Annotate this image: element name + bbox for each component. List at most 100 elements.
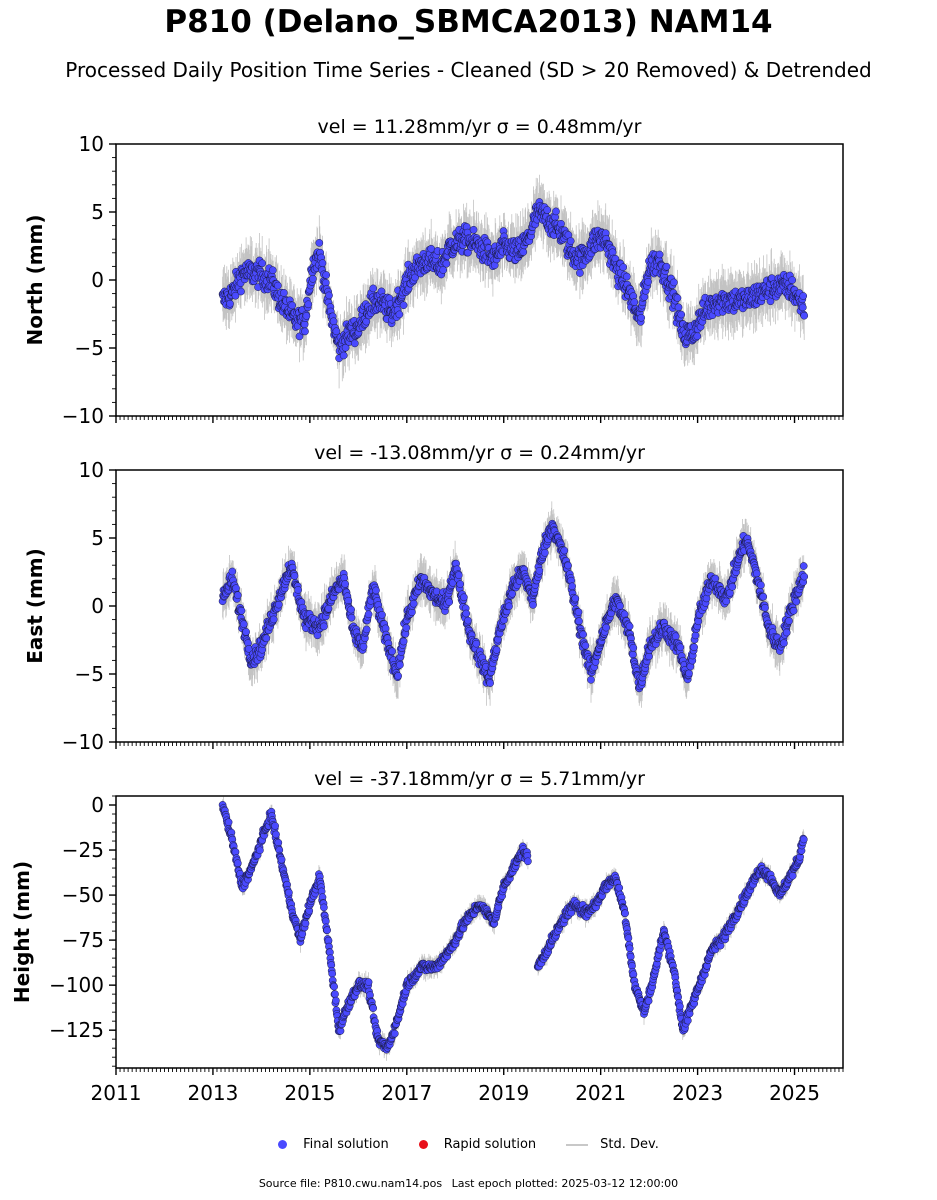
data-series bbox=[218, 501, 809, 708]
data-point bbox=[369, 1004, 378, 1012]
data-point bbox=[529, 601, 537, 609]
data-point bbox=[233, 591, 242, 600]
data-point bbox=[439, 266, 448, 274]
y-tick-label: 5 bbox=[91, 526, 104, 550]
data-point bbox=[662, 262, 671, 271]
data-point bbox=[799, 835, 808, 844]
panel-title: vel = 11.28mm/yr σ = 0.48mm/yr bbox=[318, 116, 642, 138]
data-point bbox=[757, 581, 765, 589]
data-point bbox=[301, 327, 309, 336]
data-point bbox=[347, 605, 355, 614]
data-point bbox=[800, 311, 809, 320]
data-point bbox=[557, 219, 565, 228]
data-point bbox=[543, 206, 552, 214]
y-tick-label: −25 bbox=[62, 838, 104, 862]
data-point bbox=[268, 266, 277, 275]
data-point bbox=[331, 990, 339, 998]
data-point bbox=[472, 639, 481, 648]
data-point bbox=[256, 846, 264, 855]
data-point bbox=[676, 1002, 684, 1011]
data-point bbox=[226, 299, 234, 308]
data-point bbox=[301, 919, 310, 928]
data-point bbox=[621, 909, 629, 918]
data-point bbox=[630, 298, 639, 306]
data-point bbox=[274, 281, 282, 290]
legend-label-std: Std. Dev. bbox=[600, 1137, 659, 1152]
legend-label-final: Final solution bbox=[303, 1137, 389, 1152]
data-point bbox=[304, 300, 313, 309]
data-point bbox=[339, 351, 348, 360]
data-point bbox=[320, 622, 328, 631]
y-tick-label: 10 bbox=[79, 132, 104, 156]
data-point bbox=[602, 623, 611, 632]
y-tick-label: −125 bbox=[49, 1018, 104, 1042]
data-point bbox=[280, 289, 288, 297]
data-point bbox=[320, 903, 328, 912]
y-tick-label: −100 bbox=[49, 973, 104, 997]
data-point bbox=[761, 603, 769, 612]
data-point bbox=[505, 602, 513, 611]
data-point bbox=[788, 871, 797, 880]
data-point bbox=[395, 310, 404, 319]
data-point bbox=[271, 822, 279, 830]
data-point bbox=[568, 582, 576, 591]
data-point bbox=[644, 997, 653, 1005]
data-point bbox=[394, 672, 402, 680]
data-point bbox=[571, 594, 580, 603]
std-dev-bars bbox=[222, 796, 805, 1061]
y-tick-label: −5 bbox=[75, 336, 104, 360]
x-tick-label: 2019 bbox=[478, 1081, 529, 1105]
page-subtitle: Processed Daily Position Time Series - C… bbox=[65, 58, 872, 82]
y-tick-label: 0 bbox=[91, 268, 104, 292]
data-point bbox=[262, 634, 271, 643]
data-point bbox=[231, 848, 240, 856]
y-tick-label: 5 bbox=[91, 200, 104, 224]
data-point bbox=[711, 574, 720, 583]
data-point bbox=[233, 859, 242, 868]
data-point bbox=[274, 838, 283, 847]
data-point bbox=[294, 586, 302, 594]
x-tick-label: 2025 bbox=[769, 1081, 820, 1105]
y-tick-label: −10 bbox=[62, 730, 104, 754]
data-point bbox=[524, 857, 532, 866]
data-point bbox=[341, 580, 349, 588]
data-point bbox=[535, 566, 544, 575]
data-point bbox=[615, 883, 624, 892]
y-tick-label: −5 bbox=[75, 662, 104, 686]
data-point bbox=[344, 596, 353, 605]
data-point bbox=[302, 312, 311, 320]
data-point bbox=[399, 301, 408, 310]
data-point bbox=[792, 597, 801, 606]
data-point bbox=[625, 622, 634, 631]
data-point bbox=[432, 587, 441, 596]
data-series bbox=[218, 174, 809, 389]
data-point bbox=[290, 572, 299, 580]
y-tick-label: −10 bbox=[62, 404, 104, 428]
data-point bbox=[492, 646, 501, 654]
data-point bbox=[359, 642, 368, 651]
y-axis-label: North (mm) bbox=[23, 214, 47, 345]
data-point bbox=[269, 615, 278, 624]
data-point bbox=[328, 969, 337, 978]
data-point bbox=[350, 339, 359, 348]
time-series-plots: vel = 11.28mm/yr σ = 0.48mm/yr North (mm)… bbox=[10, 116, 844, 1105]
data-point bbox=[693, 332, 702, 341]
data-point bbox=[587, 675, 595, 684]
data-point bbox=[671, 632, 680, 641]
data-point bbox=[462, 609, 471, 618]
data-point bbox=[347, 613, 356, 622]
data-point bbox=[442, 259, 451, 268]
data-point bbox=[576, 269, 584, 277]
data-point bbox=[574, 608, 583, 616]
x-tick-label: 2021 bbox=[575, 1081, 626, 1105]
data-point bbox=[231, 291, 240, 300]
source-footer: Source file: P810.cwu.nam14.pos Last epo… bbox=[0, 1177, 937, 1190]
data-point bbox=[274, 600, 283, 609]
data-point bbox=[799, 562, 808, 570]
data-point bbox=[674, 303, 683, 312]
data-point bbox=[486, 679, 494, 687]
data-point bbox=[318, 259, 327, 268]
data-point bbox=[728, 582, 737, 591]
data-point bbox=[560, 546, 569, 555]
data-point bbox=[624, 934, 633, 942]
